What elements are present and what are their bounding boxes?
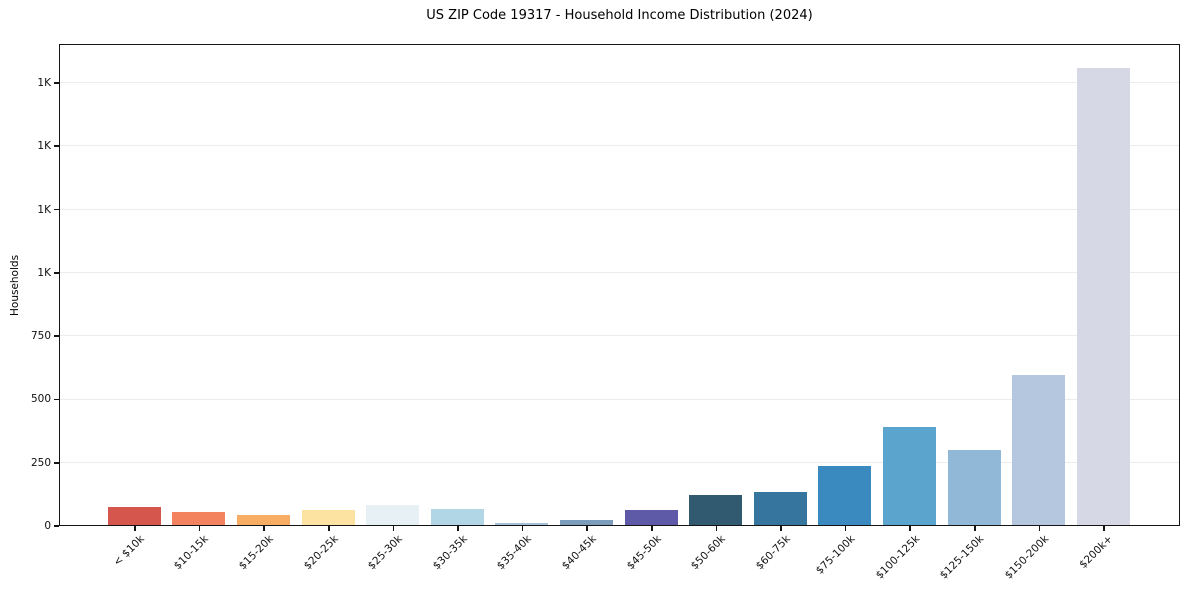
x-tick-mark — [780, 526, 782, 531]
bar-40-45k — [559, 520, 613, 525]
y-tick-label: 1K — [37, 266, 51, 279]
x-tick-mark — [1103, 526, 1105, 531]
y-tick-mark — [54, 145, 59, 148]
x-tick-label: $125-150k — [937, 533, 987, 582]
plot-area — [59, 44, 1180, 526]
x-tick-label: $60-75k — [753, 533, 793, 573]
x-tick-label: $25-30k — [365, 533, 405, 573]
bar-20-25k — [301, 509, 355, 525]
bar-75-100k — [818, 465, 872, 525]
x-tick-mark — [1038, 526, 1041, 531]
x-tick-label: $20-25k — [301, 533, 341, 573]
x-tick-mark — [973, 526, 976, 531]
gridline — [60, 335, 1179, 337]
bar-100-125k — [882, 426, 936, 525]
x-tick-mark — [909, 526, 912, 531]
y-tick-label: 250 — [30, 456, 51, 469]
x-tick-label: $150-200k — [1002, 533, 1051, 582]
x-tick-label: $35-40k — [495, 533, 535, 573]
y-tick-label: 1K — [37, 76, 51, 89]
x-tick-mark — [263, 526, 266, 531]
bar-30-35k — [430, 509, 484, 525]
x-tick-mark — [198, 526, 201, 531]
x-tick-label: < $10k — [110, 533, 147, 569]
bar-200k — [1076, 67, 1130, 525]
x-tick-mark — [521, 526, 524, 531]
chart-title: US ZIP Code 19317 - Household Income Dis… — [426, 8, 813, 23]
x-tick-label: $10-15k — [172, 533, 212, 573]
y-tick-mark — [54, 335, 59, 338]
x-tick-label: $200k+ — [1077, 533, 1116, 571]
gridline — [60, 461, 1179, 463]
x-tick-mark — [327, 526, 330, 531]
gridline — [60, 398, 1179, 400]
y-tick-mark — [54, 208, 59, 211]
y-tick-mark — [54, 398, 59, 401]
y-tick-mark — [54, 271, 59, 274]
x-tick-label: $75-100k — [813, 533, 858, 577]
bar-15-20k — [236, 514, 290, 525]
y-tick-label: 0 — [44, 520, 51, 532]
x-tick-mark — [844, 526, 847, 531]
bar-35-40k — [495, 522, 549, 525]
x-tick-label: $15-20k — [236, 533, 276, 573]
gridline — [60, 82, 1179, 84]
x-tick-mark — [715, 526, 718, 531]
y-axis-label: Households — [9, 254, 21, 316]
gridline — [60, 145, 1179, 147]
y-tick-label: 750 — [30, 330, 51, 343]
bar-10-15k — [172, 511, 226, 525]
x-tick-mark — [650, 526, 653, 531]
gridline — [60, 272, 1179, 274]
bar-50-60k — [689, 495, 743, 525]
x-tick-mark — [586, 526, 589, 531]
y-tick-label: 500 — [30, 393, 51, 406]
y-tick-mark — [54, 525, 59, 527]
bar-60-75k — [753, 492, 807, 525]
x-tick-label: $100-125k — [873, 533, 922, 582]
bar-25-30k — [366, 505, 420, 525]
bar-45-50k — [624, 510, 678, 525]
x-tick-label: $50-60k — [688, 533, 728, 573]
bar-125-150k — [947, 449, 1001, 525]
bar-150-200k — [1012, 374, 1066, 525]
y-tick-label: 1K — [37, 140, 51, 153]
x-tick-mark — [392, 526, 395, 531]
x-tick-mark — [457, 526, 459, 531]
x-tick-mark — [134, 526, 136, 531]
y-tick-mark — [54, 461, 59, 464]
bar-10k — [107, 506, 161, 525]
x-tick-label: $40-45k — [559, 533, 599, 573]
y-tick-label: 1K — [37, 203, 51, 216]
x-tick-label: $45-50k — [624, 533, 664, 573]
y-tick-mark — [54, 82, 59, 84]
gridline — [60, 208, 1179, 210]
x-tick-label: $30-35k — [430, 533, 470, 573]
